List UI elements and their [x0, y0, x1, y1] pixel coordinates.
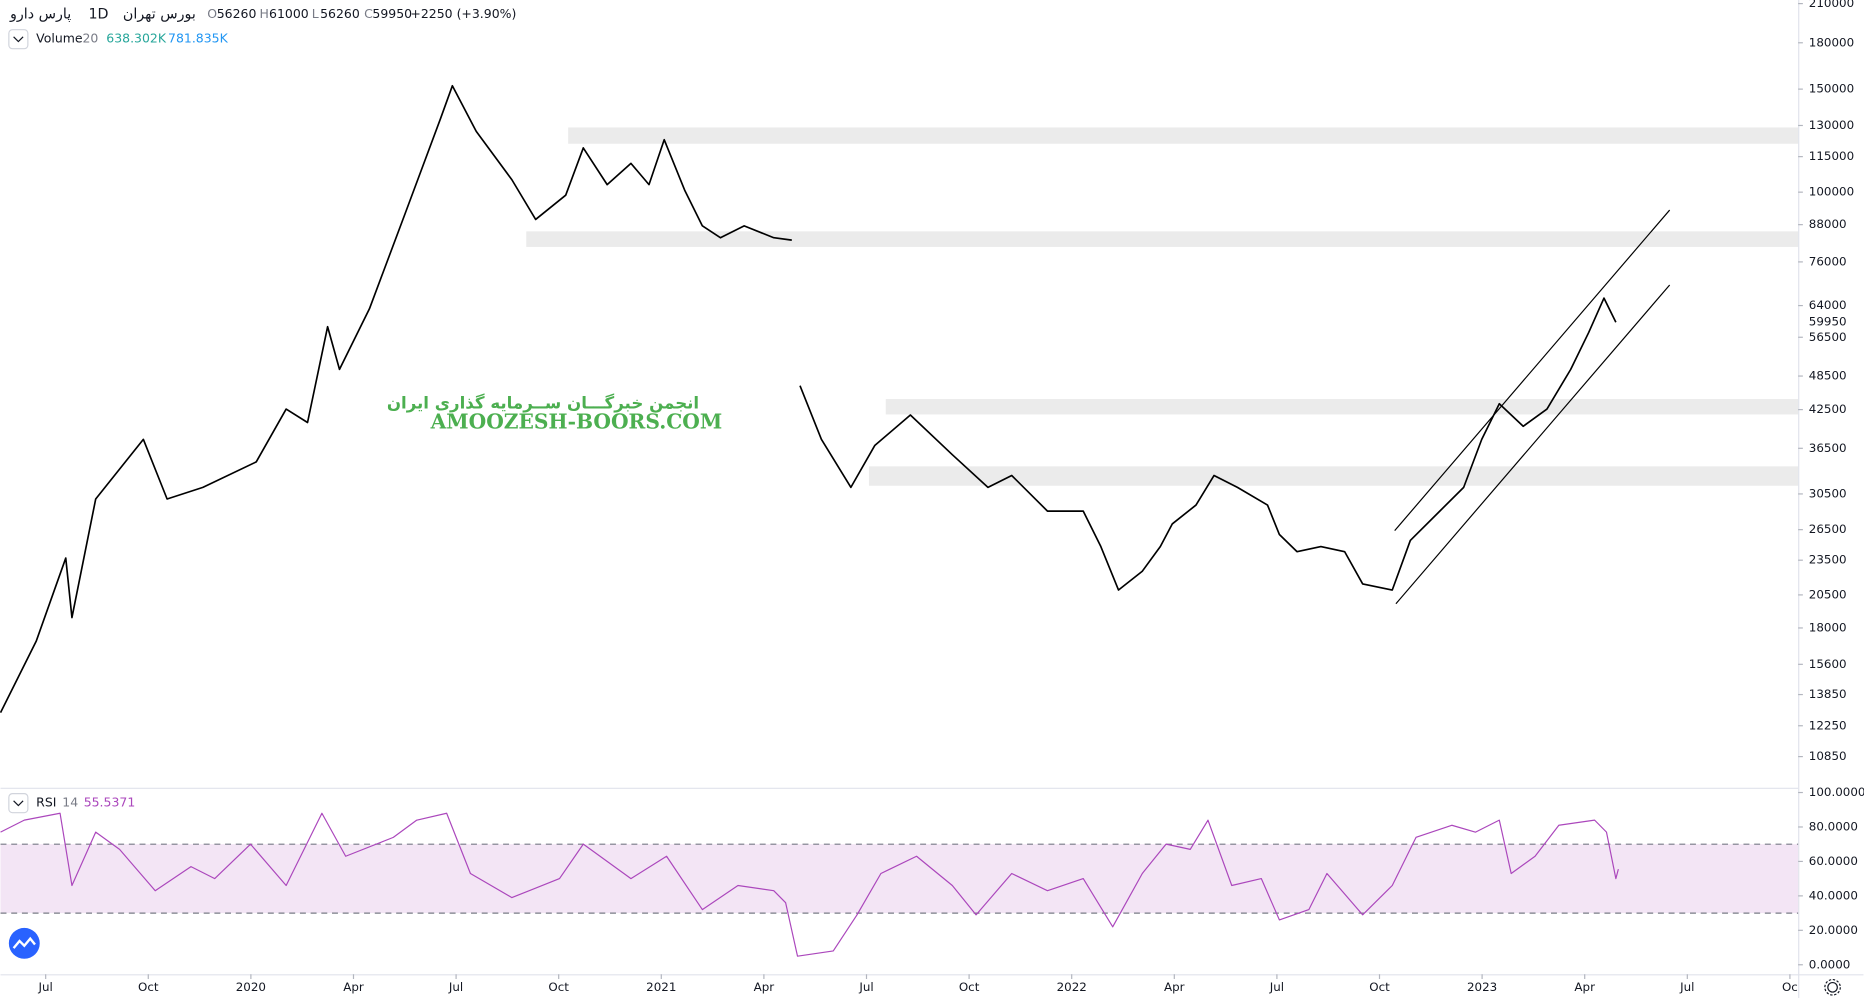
y-tick-label: 180000 [1809, 35, 1854, 49]
high-value: 61000 [269, 6, 309, 21]
settings-icon[interactable] [1824, 978, 1841, 996]
chevron-icon [13, 800, 24, 807]
x-tick-label: 2020 [236, 980, 266, 994]
low-value: 56260 [320, 6, 360, 21]
zone [868, 466, 1799, 486]
rsi-title: RSI [36, 795, 56, 810]
x-tick-label: 2021 [646, 980, 676, 994]
close-value: 59950 [372, 6, 412, 21]
y-tick-label: 42500 [1809, 402, 1847, 416]
symbol: پارس دارو [9, 6, 71, 22]
x-tick-label: Oc [1782, 980, 1798, 994]
y-tick-label: 48500 [1809, 369, 1847, 383]
x-tick-label: 2022 [1057, 980, 1087, 994]
y-tick-label: 36500 [1809, 441, 1847, 455]
y-tick-label: 100.0000 [1809, 785, 1864, 799]
y-tick-label: 13850 [1809, 687, 1847, 701]
x-tick-label: Jul [1269, 980, 1284, 994]
x-tick-label: Apr [1164, 980, 1185, 994]
y-tick-label: 30500 [1809, 486, 1847, 500]
channel-line [1395, 284, 1671, 605]
ohlc-letter: C [364, 6, 373, 21]
rsi-value: 55.5371 [84, 795, 136, 810]
series-line [0, 84, 1617, 713]
x-tick-label: Apr [343, 980, 364, 994]
y-tick-label: 100000 [1809, 185, 1854, 199]
collapse-button[interactable] [8, 29, 29, 50]
y-tick-label: 76000 [1809, 254, 1847, 268]
x-tick-label: Oct [959, 980, 980, 994]
rsi-length: 14 [62, 795, 78, 810]
y-tick-label: 12250 [1809, 718, 1847, 732]
x-tick-label: Apr [754, 980, 775, 994]
watermark-persian: انجمن خبرگـــان ســرمایه گذاری ایران [387, 392, 699, 413]
y-tick-label: 23500 [1809, 553, 1847, 567]
last-price-label: 59950 [1809, 315, 1847, 329]
y-tick-label: 88000 [1809, 217, 1847, 231]
y-tick-label: 15600 [1809, 657, 1847, 671]
series-line [0, 812, 1619, 957]
y-tick-label: 26500 [1809, 522, 1847, 536]
collapse-button[interactable] [8, 793, 29, 814]
volume-value: 638.302K [106, 31, 167, 46]
y-tick-label: 40.0000 [1809, 888, 1858, 902]
zone [526, 231, 1799, 247]
y-tick-label: 210000 [1809, 0, 1854, 10]
y-tick-label: 18000 [1809, 620, 1847, 634]
watermark-latin: AMOOZESH-BOORS.COM [430, 409, 723, 433]
y-tick-label: 150000 [1809, 82, 1854, 96]
logo[interactable] [8, 927, 40, 959]
x-tick-label: Oct [138, 980, 159, 994]
volume-name: Volume [36, 31, 82, 46]
y-tick-label: 130000 [1809, 118, 1854, 132]
y-tick-label: 0.0000 [1809, 957, 1851, 971]
y-tick-label: 80.0000 [1809, 819, 1858, 833]
x-tick-label: Oct [1369, 980, 1390, 994]
x-tick-label: Jul [858, 980, 873, 994]
y-tick-label: 20500 [1809, 587, 1847, 601]
interval: 1D [88, 6, 108, 22]
x-tick-label: Apr [1574, 980, 1595, 994]
zone [885, 399, 1799, 415]
zone [568, 127, 1799, 144]
y-tick-label: 60.0000 [1809, 854, 1858, 868]
channel-line [1394, 209, 1671, 532]
x-tick-label: 2023 [1467, 980, 1497, 994]
ohlc-letter: H [260, 6, 269, 21]
rsi-band [0, 844, 1799, 914]
change: +2250 (+3.90%) [410, 6, 516, 21]
volume-ma: 781.835K [168, 31, 229, 46]
x-tick-label: Jul [448, 980, 463, 994]
ohlc-letter: L [312, 6, 319, 21]
x-tick-label: Oct [548, 980, 569, 994]
y-tick-label: 20.0000 [1809, 923, 1858, 937]
ohlc-letter: O [207, 6, 217, 21]
chevron-icon [13, 36, 24, 43]
x-tick-label: Jul [38, 980, 53, 994]
y-tick-label: 10850 [1809, 749, 1847, 763]
exchange: بورس تهران [123, 6, 196, 22]
volume-length: 20 [83, 31, 99, 46]
y-tick-label: 64000 [1809, 298, 1847, 312]
y-tick-label: 56500 [1809, 330, 1847, 344]
open-value: 56260 [217, 6, 257, 21]
y-tick-label: 115000 [1809, 149, 1854, 163]
x-tick-label: Jul [1679, 980, 1694, 994]
